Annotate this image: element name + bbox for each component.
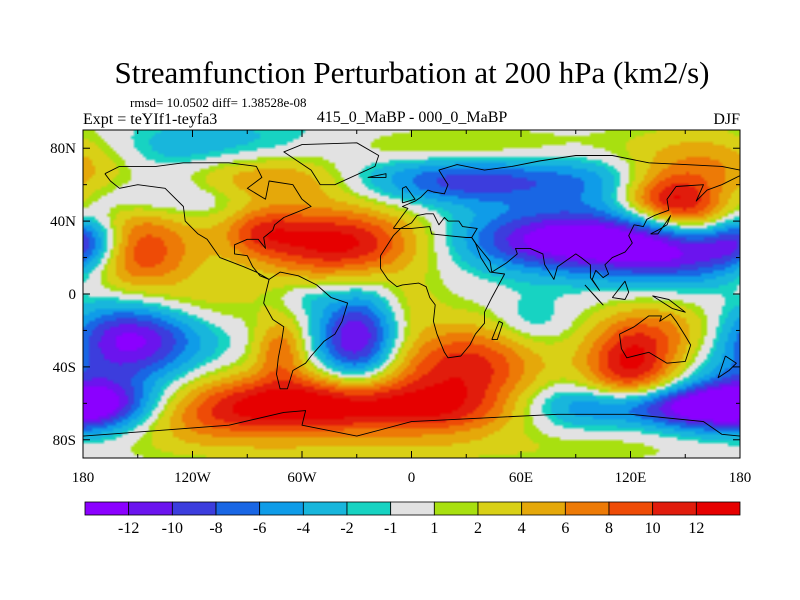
map-axes: 180 120W 60W 0 60E 120E 180 80N 40N 0 40S 80S <box>50 130 751 486</box>
colorbar-box <box>564 501 610 516</box>
coastline-6 <box>283 142 380 186</box>
difference-label: 415_0_MaBP - 000_0_MaBP <box>317 109 508 126</box>
coastline-13 <box>717 355 737 379</box>
coastline-1 <box>263 271 349 390</box>
colorbar-label: -12 <box>118 520 139 537</box>
chart-title: Streamfunction Perturbation at 200 hPa (… <box>115 55 710 90</box>
x-tick-label: 60E <box>509 470 533 486</box>
colorbar-box <box>521 501 566 516</box>
colorbar-box <box>84 501 130 516</box>
stats-line: rmsd= 10.0502 diff= 1.38528e-08 <box>130 95 307 110</box>
y-tick-label: 40N <box>50 214 76 230</box>
colorbar-label: -8 <box>209 520 222 537</box>
streamfunction-field <box>83 130 740 458</box>
coastline-2 <box>392 155 740 291</box>
x-tick-label: 0 <box>408 470 416 486</box>
colorbar-label: 12 <box>688 520 704 537</box>
x-tick-label: 60W <box>287 470 317 486</box>
coastline-14 <box>367 173 387 178</box>
coastline-10 <box>584 284 604 306</box>
colorbar-box <box>259 501 304 516</box>
colorbar-label: -4 <box>297 520 310 537</box>
coastline-8 <box>401 186 416 204</box>
x-tick-label: 120W <box>174 470 212 486</box>
coastline-5 <box>83 410 740 437</box>
colorbar-label: 2 <box>474 520 482 537</box>
colorbar-label: 4 <box>518 520 526 537</box>
y-tick-label: 80N <box>50 141 76 157</box>
coastline-12 <box>611 280 630 300</box>
x-tick-label: 120E <box>615 470 647 486</box>
coastline-4 <box>619 313 692 364</box>
colorbar-label: 8 <box>605 520 613 537</box>
colorbar-label: 10 <box>645 520 661 537</box>
colorbar-box <box>346 501 392 516</box>
colorbar-box <box>608 501 654 516</box>
colorbar-box <box>695 501 741 516</box>
colorbar-box <box>128 501 173 516</box>
season-label: DJF <box>713 111 740 128</box>
x-tick-label: 180 <box>72 470 95 486</box>
coastline-11 <box>652 295 686 313</box>
y-tick-label: 0 <box>69 287 77 303</box>
colorbar-label: 1 <box>430 520 438 537</box>
colorbar-label: -1 <box>384 520 397 537</box>
colorbar-box <box>652 501 697 516</box>
x-tick-label: 180 <box>729 470 752 486</box>
colorbar-label: 6 <box>561 520 569 537</box>
colorbar-box <box>433 501 479 516</box>
colorbar-label: -2 <box>340 520 353 537</box>
y-tick-label: 40S <box>53 360 76 376</box>
colorbar-box <box>171 501 217 516</box>
colorbar-box <box>390 501 435 516</box>
coastline-7 <box>491 320 504 341</box>
colorbar: -12 -10 -8 -6 -4 -2 -1 1 2 4 6 8 10 12 <box>84 501 741 537</box>
colorbar-box <box>215 501 261 516</box>
colorbar-label: -10 <box>162 520 183 537</box>
colorbar-box <box>302 501 348 516</box>
y-tick-label: 80S <box>53 433 76 449</box>
coastline-3 <box>380 226 506 359</box>
coastlines <box>83 142 740 437</box>
coastline-9 <box>650 215 672 235</box>
colorbar-label: -6 <box>253 520 266 537</box>
experiment-label: Expt = teYIf1-teyfa3 <box>83 111 217 128</box>
coastline-0 <box>104 162 312 280</box>
colorbar-box <box>477 501 523 516</box>
